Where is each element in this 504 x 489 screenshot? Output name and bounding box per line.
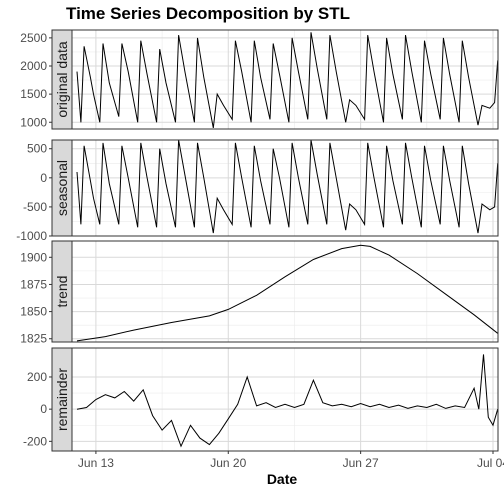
y-tick-label: 1825 (20, 332, 47, 346)
x-tick-label: Jul 04 (477, 456, 504, 470)
y-tick-label: 500 (27, 142, 47, 156)
facet-strip (51, 240, 73, 343)
y-tick-label: 0 (40, 171, 47, 185)
series-line-original-data (76, 32, 499, 128)
facet-panels: original data1000150020002500seasonal-10… (16, 29, 499, 452)
y-tick-label: 2000 (20, 59, 47, 73)
y-tick-label: 0 (40, 402, 47, 416)
panel-remainder: remainder -200 0 200 (23, 347, 499, 452)
series-line-seasonal (76, 139, 499, 234)
facet-strip-label: remainder (54, 368, 70, 431)
y-tick-label: 1500 (20, 87, 47, 101)
y-tick-label: 1875 (20, 277, 47, 291)
x-tick-label: Jun 13 (78, 456, 114, 470)
series-line-trend (76, 244, 499, 342)
x-axis-title: Date (267, 471, 298, 487)
chart-title: Time Series Decomposition by STL (66, 4, 350, 23)
x-tick-label: Jun 20 (210, 456, 246, 470)
facet-strip-label: seasonal (54, 160, 70, 216)
panel-seasonal: seasonal -1000 -500 0 500 (16, 139, 499, 243)
series-line-remainder (76, 354, 499, 448)
y-tick-label: 1000 (20, 115, 47, 129)
y-tick-label: 2500 (20, 31, 47, 45)
panel-original-data: original data 1000 1500 2000 2500 (20, 29, 499, 130)
panel-background (72, 348, 498, 451)
y-tick-label: -200 (23, 434, 47, 448)
y-tick-label: -1000 (16, 229, 47, 243)
panel-background (72, 241, 498, 342)
x-tick-label: Jun 27 (343, 456, 379, 470)
y-tick-label: 1900 (20, 250, 47, 264)
y-tick-label: 200 (27, 370, 47, 384)
facet-strip (51, 139, 73, 237)
x-axis: Jun 13 Jun 20 Jun 27 Jul 04 (78, 451, 504, 470)
facet-strip (51, 29, 73, 130)
y-tick-label: 1850 (20, 305, 47, 319)
panel-trend: trend 1825 1850 1875 1900 (20, 240, 499, 346)
facet-strip (51, 347, 73, 452)
y-tick-label: -500 (23, 200, 47, 214)
facet-strip-label: trend (54, 276, 70, 308)
facet-strip-label: original data (54, 41, 70, 117)
